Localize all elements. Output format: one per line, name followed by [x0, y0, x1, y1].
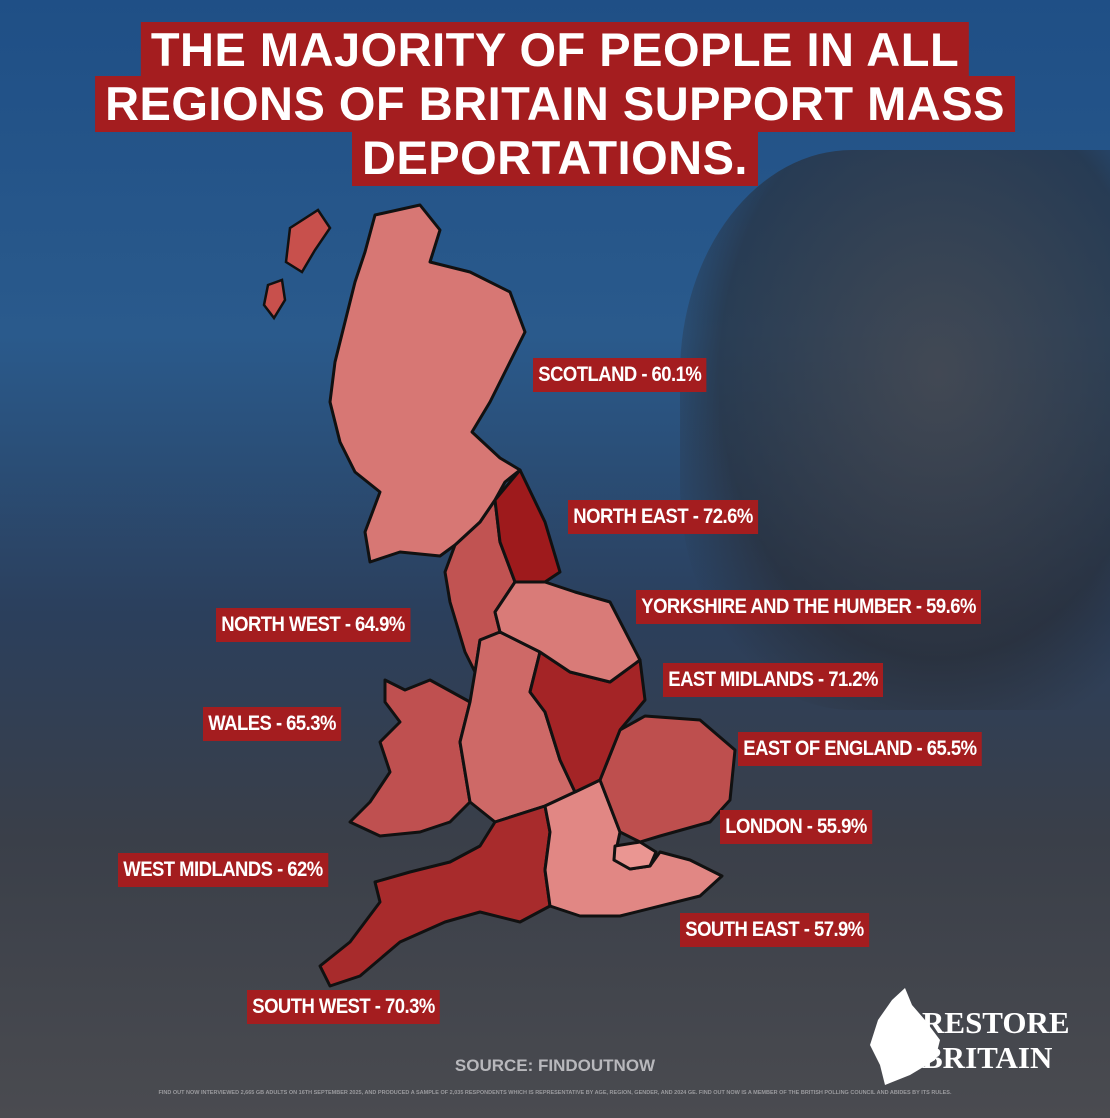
region-label: SOUTH WEST - 70.3%	[247, 990, 441, 1024]
title-line: DEPORTATIONS.	[352, 130, 758, 186]
region-label: NORTH WEST - 64.9%	[216, 608, 411, 642]
logo-text: RESTORE	[922, 1005, 1070, 1040]
region-label: NORTH EAST - 72.6%	[568, 500, 759, 534]
region-label: EAST MIDLANDS - 71.2%	[663, 663, 884, 697]
island	[284, 208, 332, 274]
region	[328, 203, 527, 564]
region	[493, 468, 562, 584]
region-label: WALES - 65.3%	[203, 707, 342, 741]
region	[612, 840, 658, 871]
region	[598, 714, 737, 844]
region	[318, 804, 552, 988]
source: SOURCE: FINDOUTNOW	[454, 1056, 656, 1075]
region-label: WEST MIDLANDS - 62%	[118, 853, 328, 887]
title-line: REGIONS OF BRITAIN SUPPORT MASS	[95, 76, 1015, 132]
region-label: LONDON - 55.9%	[720, 810, 873, 844]
region-label: SOUTH EAST - 57.9%	[680, 913, 869, 947]
title-line: THE MAJORITY OF PEOPLE IN ALL	[140, 22, 970, 78]
island	[262, 278, 287, 321]
region-label: YORKSHIRE AND THE HUMBER - 59.6%	[636, 590, 982, 624]
region-label: SCOTLAND - 60.1%	[533, 358, 707, 392]
region	[348, 678, 472, 838]
footnote: FIND OUT NOW INTERVIEWED 2,665 GB ADULTS…	[158, 1090, 952, 1096]
region	[493, 580, 642, 684]
logo-map	[870, 988, 940, 1085]
logo-text: BRITAIN	[922, 1040, 1053, 1075]
region-label: EAST OF ENGLAND - 65.5%	[738, 732, 982, 766]
